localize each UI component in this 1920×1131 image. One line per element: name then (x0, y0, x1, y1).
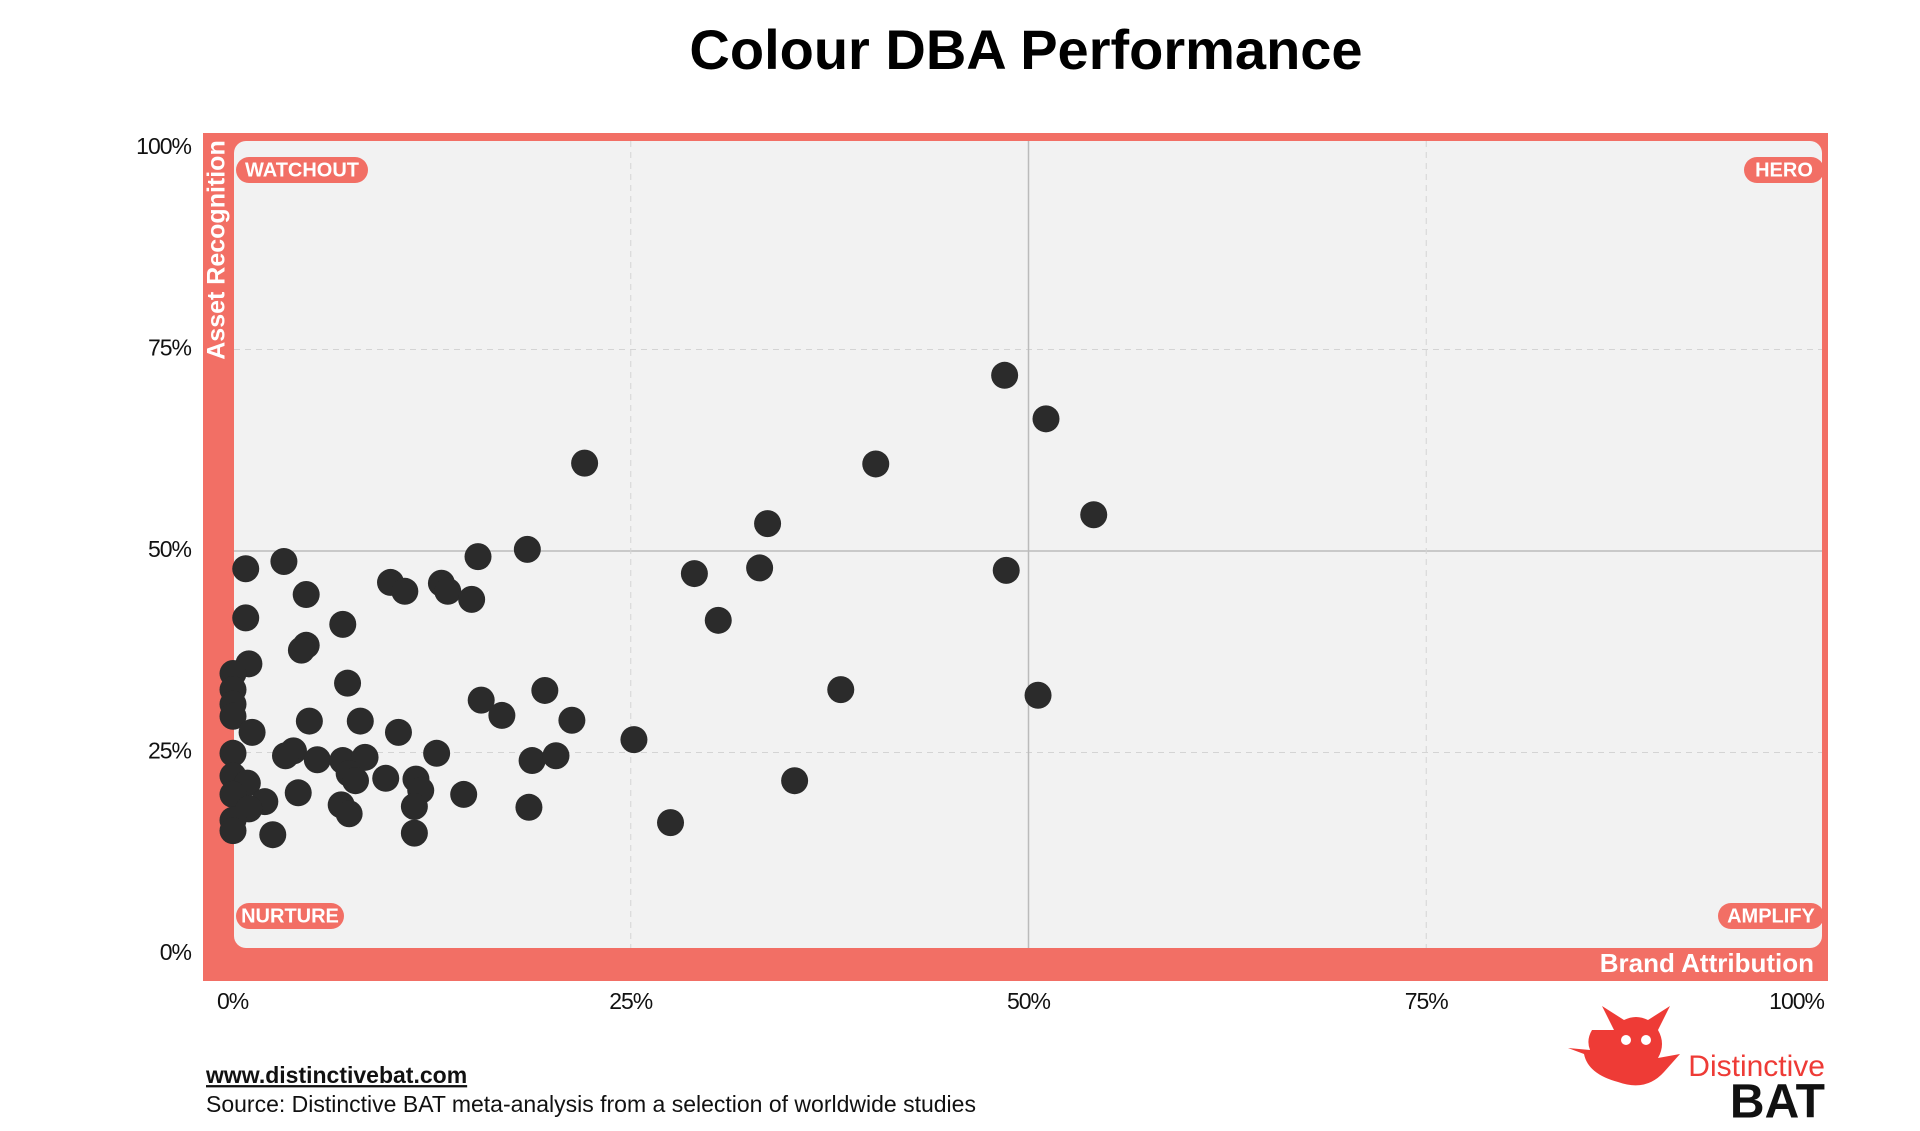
logo: Distinctive BAT (1568, 1006, 1825, 1129)
point (232, 604, 260, 632)
footer-url[interactable]: www.distinctivebat.com (205, 1062, 467, 1088)
point (518, 747, 546, 775)
y-tick-label: 75% (148, 335, 192, 361)
point (400, 819, 428, 847)
point (450, 780, 478, 808)
point (342, 767, 370, 795)
quadrant-label: NURTURE (241, 905, 339, 927)
point (657, 809, 685, 837)
x-tick-label: 50% (1007, 988, 1051, 1014)
point (346, 707, 374, 735)
quadrant-pill (236, 157, 368, 183)
point (862, 450, 890, 478)
points (219, 361, 1108, 849)
point (488, 701, 516, 729)
x-tick-label: 75% (1405, 988, 1449, 1014)
y-tick-label: 0% (160, 939, 192, 965)
point (781, 767, 809, 795)
point (334, 669, 362, 697)
point (1080, 501, 1108, 529)
point (1024, 681, 1052, 709)
footer-source: Source: Distinctive BAT meta-analysis fr… (206, 1091, 976, 1117)
point (272, 742, 300, 770)
quadrant-pill (1718, 903, 1824, 929)
point (384, 718, 412, 746)
point (434, 577, 462, 605)
point (391, 577, 419, 605)
point (400, 793, 428, 821)
point (558, 706, 586, 734)
quadrant-label: WATCHOUT (245, 159, 359, 181)
y-tick-label: 25% (148, 738, 192, 764)
quadrant-label: AMPLIFY (1727, 905, 1815, 927)
point (219, 739, 247, 767)
point (287, 636, 315, 664)
ticks: 0% 25% 50% 75% 100% 0% 25% 50% 75% 100% (136, 133, 1825, 1014)
point (746, 554, 774, 582)
point (458, 585, 486, 613)
point (270, 547, 298, 575)
point (329, 610, 357, 638)
point (423, 739, 451, 767)
point (467, 686, 495, 714)
point (827, 676, 855, 704)
point (464, 543, 492, 571)
grid (234, 141, 1822, 948)
point (303, 746, 331, 774)
point (232, 555, 260, 583)
quadrant-pill (236, 903, 344, 929)
y-tick-label: 100% (136, 133, 191, 159)
point (620, 726, 648, 754)
point (704, 606, 732, 634)
point (571, 449, 599, 477)
point (284, 779, 312, 807)
point (754, 510, 782, 538)
point (259, 821, 287, 849)
y-axis-title: Asset Recognition (203, 140, 231, 359)
x-tick-label: 100% (1769, 988, 1824, 1014)
logo-bat (1568, 1006, 1680, 1086)
point (680, 560, 708, 588)
point (219, 702, 247, 730)
quadrant-label: HERO (1755, 159, 1813, 181)
x-axis-title: Brand Attribution (1600, 948, 1814, 978)
logo-eye (1621, 1035, 1631, 1045)
x-tick-label: 25% (609, 988, 653, 1014)
chart-title: Colour DBA Performance (689, 18, 1362, 81)
point (335, 800, 363, 828)
point (1032, 405, 1060, 433)
y-tick-label: 50% (148, 536, 192, 562)
point (542, 742, 570, 770)
logo-text: Distinctive (1688, 1050, 1825, 1083)
point (372, 764, 400, 792)
x-tick-label: 0% (217, 988, 249, 1014)
point (238, 718, 266, 746)
point (292, 581, 320, 609)
point (295, 707, 323, 735)
point (219, 817, 247, 845)
point (513, 535, 541, 563)
logo-text: BAT (1730, 1076, 1825, 1129)
logo-eye (1641, 1035, 1651, 1045)
point (531, 676, 559, 704)
point (992, 556, 1020, 584)
point (991, 361, 1019, 389)
point (515, 793, 543, 821)
quadrant-pill (1744, 157, 1824, 183)
